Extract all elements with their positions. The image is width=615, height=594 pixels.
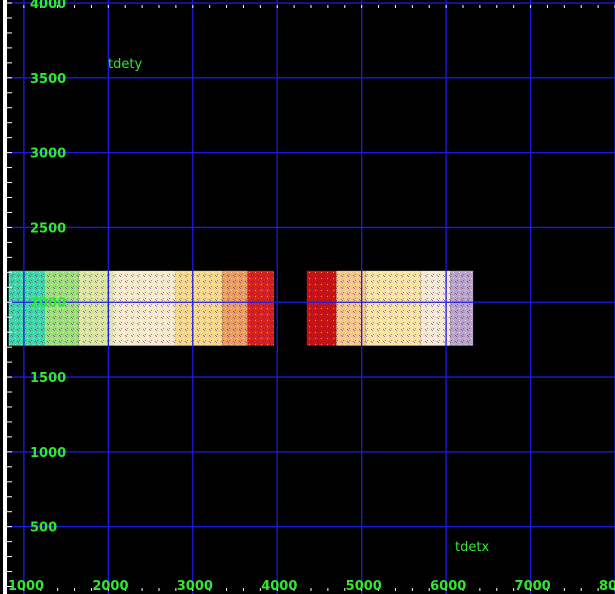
x-tick-label: 3000 bbox=[177, 579, 213, 594]
x-axis-label: tdetx bbox=[455, 540, 489, 555]
left-border bbox=[3, 0, 7, 594]
y-tick-label: 2500 bbox=[30, 221, 66, 236]
data-regions bbox=[8, 270, 474, 346]
detector-region-1-speckle bbox=[8, 270, 274, 346]
x-tick-label: 5000 bbox=[346, 579, 382, 594]
x-tick-label: 8000 bbox=[599, 579, 615, 594]
detector-region-2-speckle bbox=[306, 270, 474, 346]
y-tick-label: 3000 bbox=[30, 147, 66, 162]
y-axis-label: tdety bbox=[108, 57, 142, 72]
x-tick-label: 6000 bbox=[430, 579, 466, 594]
y-tick-label: 1000 bbox=[30, 446, 66, 461]
y-tick-label: 3500 bbox=[30, 72, 66, 87]
y-tick-label: 2000 bbox=[30, 296, 66, 311]
x-tick-label: 4000 bbox=[261, 579, 297, 594]
y-tick-label: 1500 bbox=[30, 371, 66, 386]
tick-labels: 500 1000 1500 2000 2500 3000 3500 4000 1000 2000 3… bbox=[8, 0, 615, 594]
y-tick-label: 4000 bbox=[30, 0, 66, 12]
x-tick-label: 7000 bbox=[515, 579, 551, 594]
x-tick-label: 2000 bbox=[92, 579, 128, 594]
y-tick-label: 500 bbox=[30, 521, 57, 536]
axis-ticks bbox=[7, 2, 615, 591]
grid-lines bbox=[7, 0, 615, 594]
x-tick-label: 1000 bbox=[8, 579, 44, 594]
